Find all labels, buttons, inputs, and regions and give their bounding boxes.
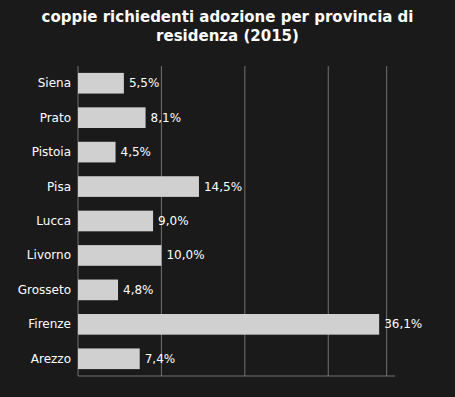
title: coppie richiedenti adozione per provinci… — [42, 8, 414, 45]
data-label: 5,5% — [129, 76, 160, 90]
bar — [78, 107, 146, 128]
data-label: 9,0% — [158, 214, 189, 228]
y-tick-label: Pistoia — [32, 145, 71, 159]
bar — [78, 73, 124, 94]
bar — [78, 348, 140, 369]
chart-container: coppie richiedenti adozione per provinci… — [0, 0, 455, 397]
data-label: 10,0% — [166, 248, 204, 262]
data-label: 36,1% — [384, 317, 422, 331]
chart: coppie richiedenti adozione per provinci… — [0, 0, 455, 397]
data-label: 4,5% — [121, 145, 152, 159]
bar — [78, 176, 199, 197]
data-label: 4,8% — [123, 283, 154, 297]
y-tick-label: Lucca — [36, 214, 71, 228]
y-tick-label: Siena — [38, 76, 71, 90]
bar — [78, 314, 379, 335]
y-tick-label: Prato — [40, 111, 71, 125]
bar — [78, 211, 153, 232]
y-tick-label: Pisa — [47, 180, 71, 194]
bar — [78, 245, 161, 266]
y-tick-label: Grosseto — [18, 283, 71, 297]
data-label: 7,4% — [145, 352, 176, 366]
x-axis-line — [78, 376, 395, 377]
y-tick-label: Arezzo — [31, 352, 71, 366]
y-tick-label: Livorno — [27, 248, 71, 262]
bars — [78, 73, 379, 369]
data-label: 14,5% — [204, 180, 242, 194]
data-label: 8,1% — [151, 111, 182, 125]
background — [0, 0, 455, 397]
bar — [78, 280, 118, 301]
y-tick-label: Firenze — [28, 317, 71, 331]
bar — [78, 142, 116, 163]
